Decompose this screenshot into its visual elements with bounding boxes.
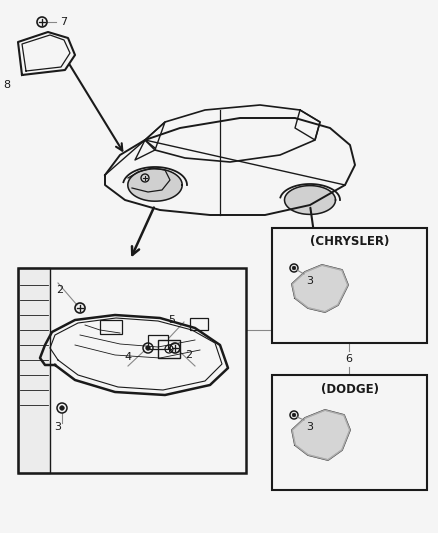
Polygon shape — [128, 169, 182, 201]
Text: 4: 4 — [125, 352, 132, 362]
Text: 3: 3 — [54, 422, 61, 432]
Circle shape — [292, 413, 296, 417]
Text: 3: 3 — [306, 276, 313, 286]
Text: (CHRYSLER): (CHRYSLER) — [310, 236, 389, 248]
Bar — [18, 268, 246, 473]
Bar — [272, 228, 427, 343]
Bar — [158, 340, 180, 358]
Text: 2: 2 — [185, 350, 192, 360]
Bar — [18, 268, 50, 473]
Polygon shape — [292, 265, 348, 312]
Bar — [190, 318, 208, 330]
Polygon shape — [292, 410, 350, 460]
Text: 7: 7 — [60, 17, 67, 27]
Bar — [100, 320, 122, 334]
Polygon shape — [285, 185, 336, 214]
Bar — [148, 335, 168, 349]
Text: 1: 1 — [286, 325, 293, 335]
Text: 5: 5 — [168, 315, 175, 325]
Circle shape — [292, 266, 296, 270]
Text: 2: 2 — [57, 285, 64, 295]
Text: (DODGE): (DODGE) — [321, 383, 378, 395]
Circle shape — [146, 346, 150, 350]
Circle shape — [60, 406, 64, 410]
Text: 8: 8 — [3, 80, 10, 90]
Text: 3: 3 — [306, 422, 313, 432]
Bar — [272, 375, 427, 490]
Text: 6: 6 — [346, 354, 353, 364]
